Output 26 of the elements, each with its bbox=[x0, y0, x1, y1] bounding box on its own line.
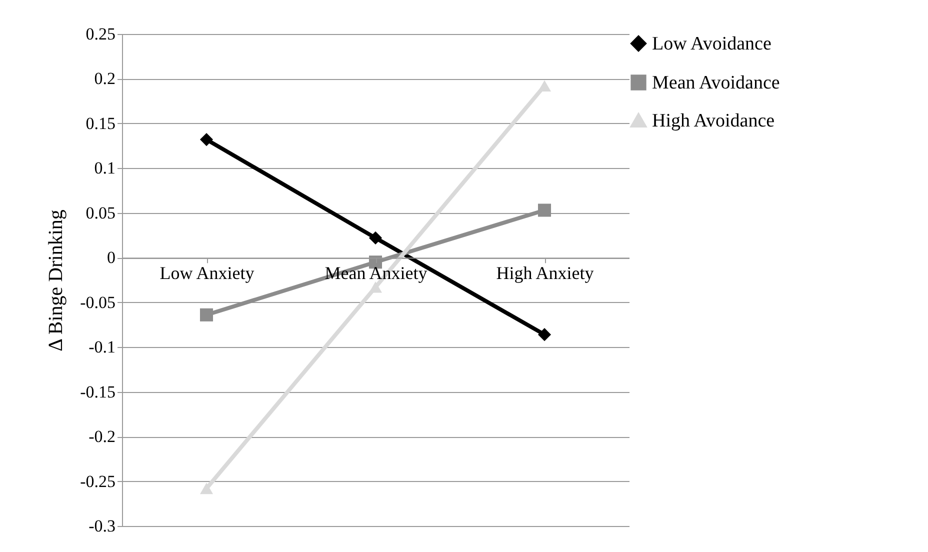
point bbox=[200, 482, 214, 494]
point bbox=[538, 204, 552, 217]
y-tick-label: -0.2 bbox=[88, 427, 116, 446]
y-tick-label: -0.1 bbox=[88, 338, 116, 357]
x-tick-label: Mean Anxiety bbox=[324, 263, 428, 284]
y-tick-label: 0.05 bbox=[86, 203, 116, 222]
x-tick-label: High Anxiety bbox=[496, 263, 594, 284]
point bbox=[200, 133, 214, 146]
y-tick-label: -0.3 bbox=[88, 516, 116, 536]
y-tick-label: 0.1 bbox=[94, 158, 116, 178]
x-tick-label: Low Anxiety bbox=[160, 263, 254, 284]
point bbox=[368, 231, 382, 244]
point bbox=[200, 308, 214, 322]
point bbox=[538, 328, 552, 342]
legend-label: Low Avoidance bbox=[652, 34, 772, 54]
y-tick-label: -0.25 bbox=[80, 472, 116, 491]
y-tick-label: 0 bbox=[107, 248, 116, 268]
y-tick-label: 0.25 bbox=[86, 24, 116, 44]
legend-label: High Avoidance bbox=[652, 110, 775, 132]
legend-label: Mean Avoidance bbox=[652, 72, 780, 94]
y-tick-label: -0.05 bbox=[80, 292, 116, 312]
point bbox=[538, 80, 552, 92]
y-tick-label: -0.15 bbox=[80, 382, 116, 402]
y-axis-title: Δ Binge Drinking bbox=[45, 210, 68, 352]
y-tick-label: 0.2 bbox=[94, 69, 116, 88]
y-tick-label: 0.15 bbox=[86, 114, 116, 133]
